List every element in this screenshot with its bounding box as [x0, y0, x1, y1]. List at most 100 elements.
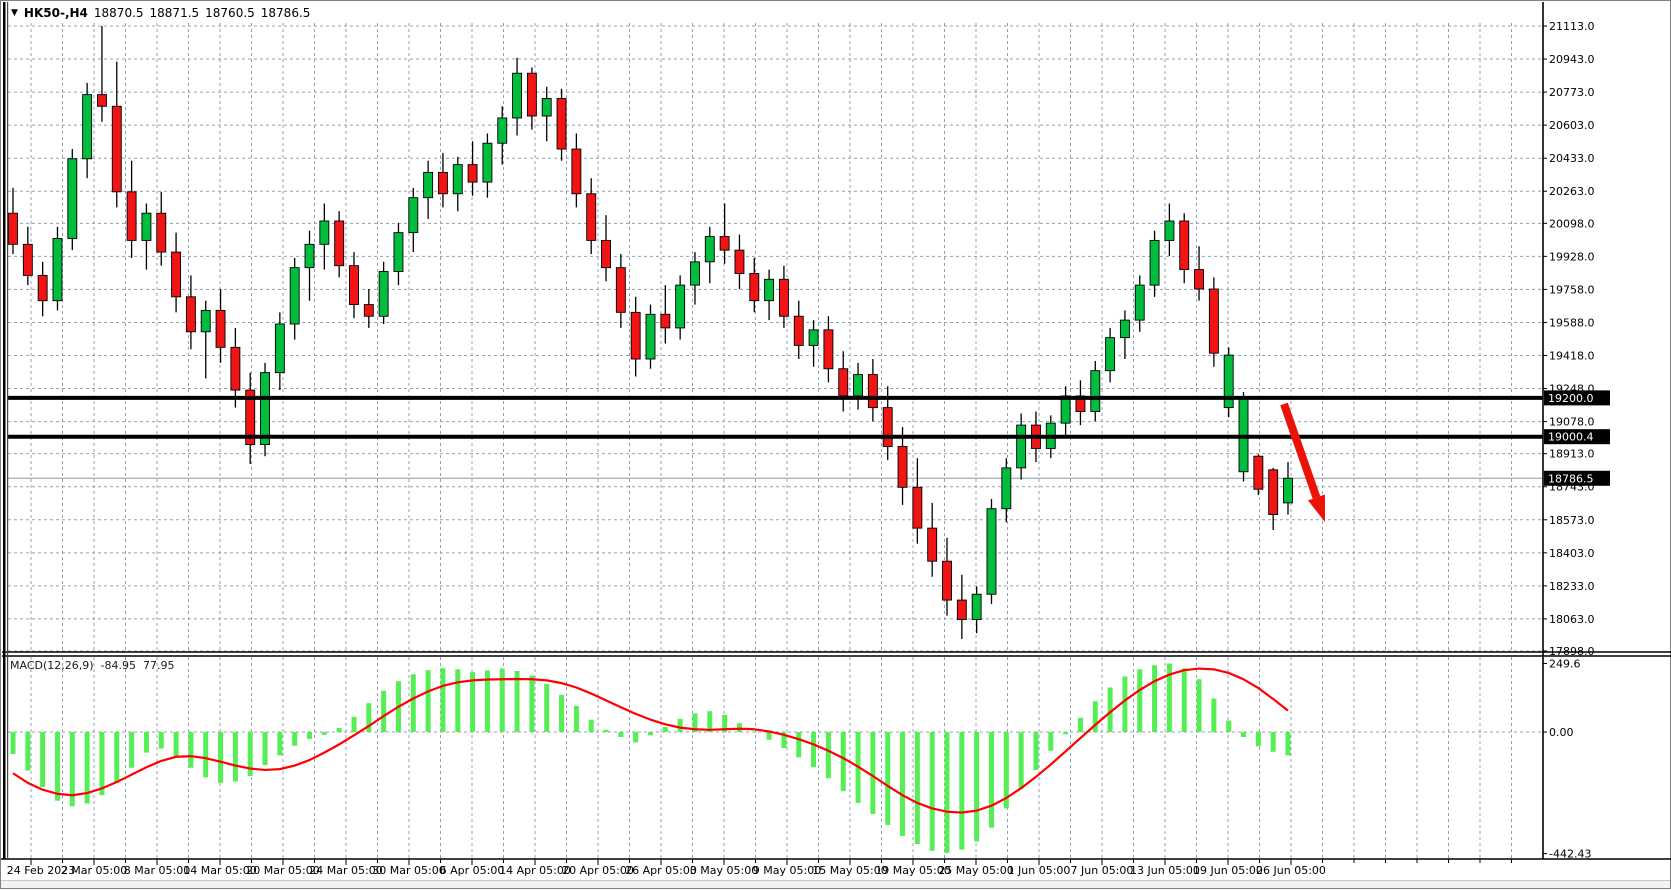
- candle-body: [971, 593, 982, 620]
- price-tick-label: 18403.0: [1549, 547, 1595, 560]
- macd-histogram-bar: [99, 732, 105, 796]
- macd-histogram-bar: [40, 732, 46, 787]
- price-tick-label: 18913.0: [1549, 448, 1595, 461]
- price-tick-label: 20943.0: [1549, 53, 1595, 66]
- candle-body: [1119, 319, 1130, 339]
- macd-histogram-bar: [603, 729, 609, 733]
- candle-body: [645, 313, 656, 360]
- candle-body: [912, 486, 923, 529]
- macd-histogram-bar: [1063, 732, 1069, 735]
- candle-body: [82, 94, 93, 160]
- macd-histogram-bar: [544, 683, 550, 733]
- macd-histogram-bar: [573, 705, 579, 733]
- candle-body: [541, 98, 552, 117]
- macd-histogram-bar: [277, 732, 283, 756]
- candle-body: [793, 315, 804, 346]
- macd-histogram-bar: [929, 732, 935, 851]
- time-tick-label: 20 Apr 05:00: [562, 864, 634, 877]
- candle-body: [245, 389, 256, 445]
- candle-body: [986, 508, 997, 595]
- candle-body: [675, 284, 686, 329]
- candle-body: [408, 197, 419, 234]
- time-tick-label: 26 Apr 05:00: [625, 864, 697, 877]
- macd-histogram-bar: [470, 672, 476, 733]
- macd-histogram-bar: [914, 732, 920, 845]
- macd-histogram-bar: [129, 732, 135, 768]
- candle-body: [749, 273, 760, 302]
- candle-body: [126, 191, 137, 241]
- macd-histogram-bar: [988, 732, 994, 828]
- hline-price-badge: 19200.0: [1544, 390, 1610, 406]
- macd-histogram-bar: [1196, 679, 1202, 733]
- macd-histogram-bar: [885, 732, 891, 825]
- macd-histogram-bar: [1270, 732, 1276, 752]
- candle-body: [1179, 220, 1190, 271]
- macd-histogram-bar: [1285, 732, 1291, 756]
- macd-histogram-bar: [1211, 698, 1217, 733]
- price-axis[interactable]: 21113.0 20943.0 20773.0 20603.0 20433.0 20263…: [1542, 2, 1595, 861]
- time-tick-label: 15 May 05:00: [812, 864, 887, 877]
- time-tick-label: 6 Apr 05:00: [440, 864, 505, 877]
- candle-body: [289, 267, 300, 325]
- macd-histogram-bar: [559, 694, 565, 733]
- arrow-shaft: [1280, 402, 1321, 499]
- macd-histogram-bar: [529, 675, 535, 733]
- macd-histogram-bar: [825, 732, 831, 779]
- dropdown-arrow-icon[interactable]: ▼: [11, 8, 18, 18]
- trend-arrow[interactable]: [1280, 402, 1325, 522]
- price-tick-label: 18573.0: [1549, 514, 1595, 527]
- time-tick-label: 7 Jun 05:00: [1071, 864, 1134, 877]
- macd-histogram-bar: [1003, 732, 1009, 809]
- candle-body: [719, 236, 730, 251]
- candle-body: [1223, 354, 1234, 409]
- candle-body: [349, 265, 359, 306]
- candle-body: [1208, 288, 1219, 354]
- macd-histogram-bar: [766, 732, 772, 740]
- candle-body: [808, 329, 819, 346]
- candle-body: [185, 296, 196, 333]
- macd-histogram-bar: [499, 668, 505, 733]
- macd-histogram-bar: [796, 732, 802, 758]
- bar-low-value: 18760.5: [205, 6, 255, 20]
- macd-tick-label: 249.6: [1549, 657, 1581, 670]
- macd-histogram-bar: [351, 716, 357, 733]
- macd-histogram-bar: [870, 732, 876, 814]
- candle-body: [423, 171, 434, 199]
- candle-body: [22, 243, 33, 276]
- time-tick-label: 9 May 05:00: [753, 864, 821, 877]
- macd-histogram-bar: [188, 732, 194, 768]
- macd-histogram-bar: [1255, 732, 1261, 747]
- candle-body: [230, 346, 241, 391]
- candle-body: [897, 446, 908, 488]
- current-price-badge-box: [1544, 470, 1610, 486]
- candle-body: [378, 271, 389, 317]
- candle-body: [37, 274, 48, 302]
- candle-body: [571, 148, 582, 195]
- macd-histogram-bar: [662, 727, 668, 733]
- time-tick-label: 20 Mar 05:00: [246, 864, 319, 877]
- candle-body: [823, 329, 834, 370]
- time-tick-label: 3 May 05:00: [690, 864, 758, 877]
- price-tick-label: 20098.0: [1549, 217, 1595, 230]
- bar-open-value: 18870.5: [93, 6, 144, 20]
- bar-close-value: 18786.5: [260, 6, 311, 20]
- macd-histogram-bar: [1122, 676, 1128, 733]
- candle-body: [363, 304, 374, 317]
- candle-body: [156, 212, 167, 253]
- left-edge-bar: [7, 2, 9, 859]
- macd-histogram-bar: [781, 732, 787, 748]
- candle-body: [1149, 239, 1160, 286]
- macd-histogram-bar: [262, 732, 268, 766]
- candle-body: [927, 527, 938, 562]
- macd-histogram-bar: [1077, 717, 1083, 733]
- macd-histogram-bar: [633, 732, 639, 743]
- macd-histogram-bar: [158, 732, 164, 749]
- price-tick-label: 19588.0: [1549, 316, 1595, 329]
- price-tick-label: 17898.0: [1549, 645, 1595, 658]
- bar-high-value: 18871.5: [149, 6, 200, 20]
- candle-body: [1283, 477, 1293, 504]
- macd-histogram-bar: [1018, 732, 1024, 790]
